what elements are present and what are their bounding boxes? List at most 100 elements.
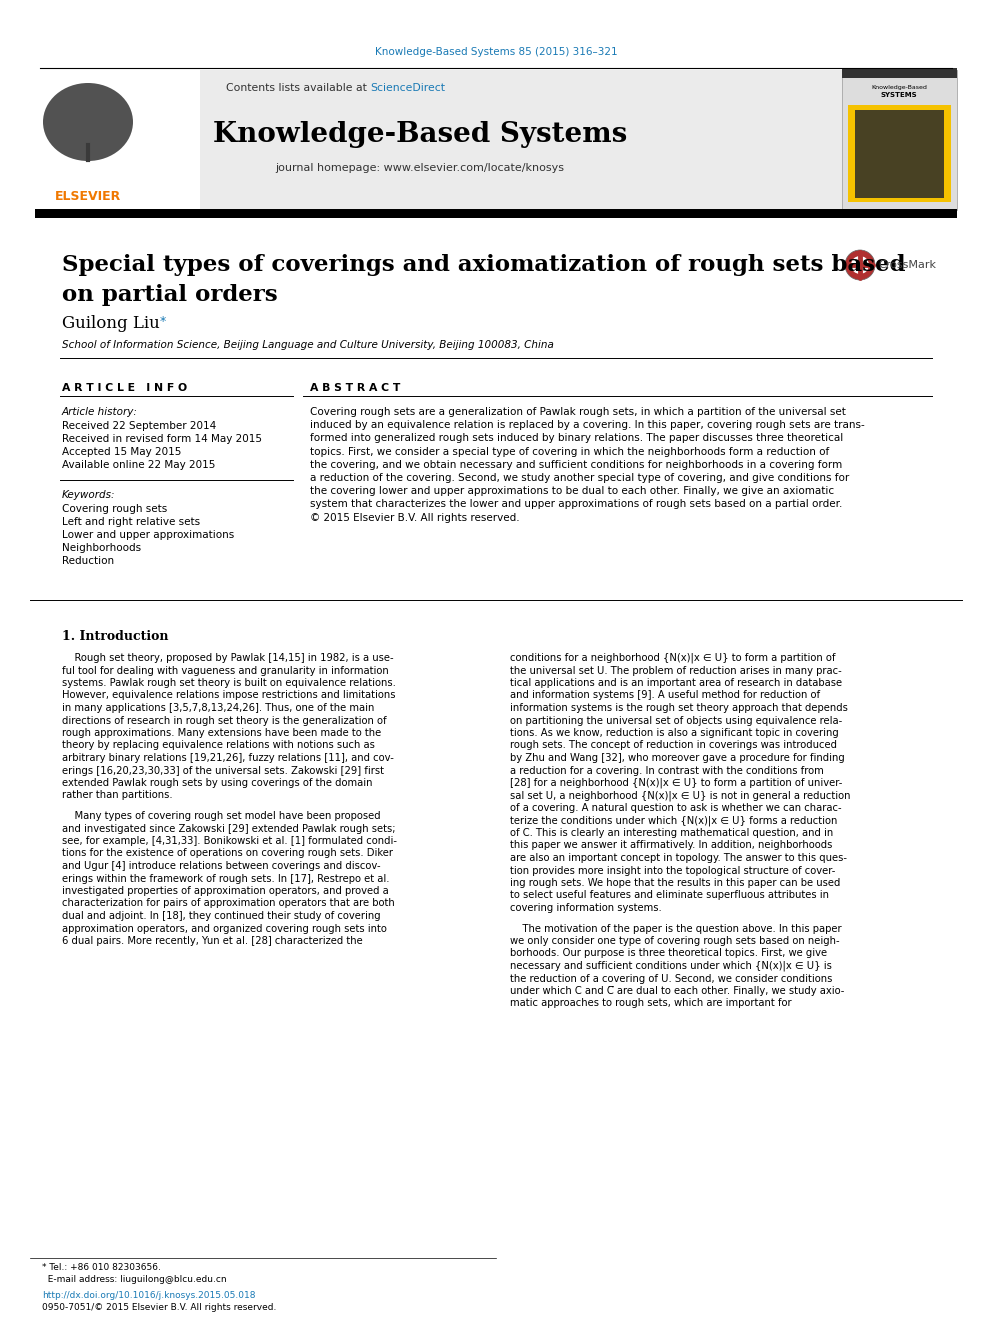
Circle shape [851,255,869,274]
Text: Keywords:: Keywords: [62,490,115,500]
FancyBboxPatch shape [855,110,944,198]
Text: and investigated since Zakowski [29] extended Pawlak rough sets;: and investigated since Zakowski [29] ext… [62,823,396,833]
Text: SYSTEMS: SYSTEMS [881,93,918,98]
Text: matic approaches to rough sets, which are important for: matic approaches to rough sets, which ar… [510,999,792,1008]
Text: ful tool for dealing with vagueness and granularity in information: ful tool for dealing with vagueness and … [62,665,389,676]
Text: and Ugur [4] introduce relations between coverings and discov-: and Ugur [4] introduce relations between… [62,861,381,871]
Text: *: * [160,315,167,328]
Text: Reduction: Reduction [62,556,114,566]
Text: and information systems [9]. A useful method for reduction of: and information systems [9]. A useful me… [510,691,820,700]
Text: borhoods. Our purpose is three theoretical topics. First, we give: borhoods. Our purpose is three theoretic… [510,949,827,958]
Text: dual and adjoint. In [18], they continued their study of covering: dual and adjoint. In [18], they continue… [62,912,381,921]
Text: tical applications and is an important area of research in database: tical applications and is an important a… [510,677,842,688]
Text: rough approximations. Many extensions have been made to the: rough approximations. Many extensions ha… [62,728,381,738]
Text: this paper we answer it affirmatively. In addition, neighborhoods: this paper we answer it affirmatively. I… [510,840,832,851]
Text: The motivation of the paper is the question above. In this paper: The motivation of the paper is the quest… [510,923,841,934]
Text: Special types of coverings and axiomatization of rough sets based: Special types of coverings and axiomatiz… [62,254,906,277]
FancyBboxPatch shape [842,70,957,210]
Text: of C. This is clearly an interesting mathematical question, and in: of C. This is clearly an interesting mat… [510,828,833,837]
FancyBboxPatch shape [35,209,957,218]
Text: directions of research in rough set theory is the generalization of: directions of research in rough set theo… [62,716,387,725]
Text: Received in revised form 14 May 2015: Received in revised form 14 May 2015 [62,434,262,445]
Text: a reduction for a covering. In contrast with the conditions from: a reduction for a covering. In contrast … [510,766,823,775]
Text: erings within the framework of rough sets. In [17], Restrepo et al.: erings within the framework of rough set… [62,873,390,884]
Text: © 2015 Elsevier B.V. All rights reserved.: © 2015 Elsevier B.V. All rights reserved… [310,512,520,523]
Text: of a covering. A natural question to ask is whether we can charac-: of a covering. A natural question to ask… [510,803,841,814]
Text: Accepted 15 May 2015: Accepted 15 May 2015 [62,447,182,456]
Text: Knowledge-Based: Knowledge-Based [871,86,927,90]
Text: Left and right relative sets: Left and right relative sets [62,517,200,527]
Circle shape [845,250,875,280]
Text: tion provides more insight into the topological structure of cover-: tion provides more insight into the topo… [510,865,835,876]
Text: erings [16,20,23,30,33] of the universal sets. Zakowski [29] first: erings [16,20,23,30,33] of the universal… [62,766,384,775]
Text: Rough set theory, proposed by Pawlak [14,15] in 1982, is a use-: Rough set theory, proposed by Pawlak [14… [62,654,394,663]
Text: http://dx.doi.org/10.1016/j.knosys.2015.05.018: http://dx.doi.org/10.1016/j.knosys.2015.… [42,1290,256,1299]
Text: Covering rough sets: Covering rough sets [62,504,168,515]
Text: [28] for a neighborhood {N(x)|x ∈ U} to form a partition of univer-: [28] for a neighborhood {N(x)|x ∈ U} to … [510,778,842,789]
Text: Guilong Liu: Guilong Liu [62,315,160,332]
Text: induced by an equivalence relation is replaced by a covering. In this paper, cov: induced by an equivalence relation is re… [310,421,865,430]
Text: by Zhu and Wang [32], who moreover gave a procedure for finding: by Zhu and Wang [32], who moreover gave … [510,753,845,763]
Ellipse shape [43,83,133,161]
Text: information systems is the rough set theory approach that depends: information systems is the rough set the… [510,703,848,713]
Text: rather than partitions.: rather than partitions. [62,791,173,800]
Text: on partial orders: on partial orders [62,284,278,306]
Text: characterization for pairs of approximation operators that are both: characterization for pairs of approximat… [62,898,395,909]
Text: conditions for a neighborhood {N(x)|x ∈ U} to form a partition of: conditions for a neighborhood {N(x)|x ∈ … [510,652,835,663]
FancyBboxPatch shape [35,70,200,210]
Text: 0950-7051/© 2015 Elsevier B.V. All rights reserved.: 0950-7051/© 2015 Elsevier B.V. All right… [42,1303,277,1312]
Text: covering information systems.: covering information systems. [510,904,662,913]
FancyBboxPatch shape [848,105,951,202]
Text: Knowledge-Based Systems: Knowledge-Based Systems [213,122,627,148]
Text: tions. As we know, reduction is also a significant topic in covering: tions. As we know, reduction is also a s… [510,728,839,738]
Text: systems. Pawlak rough set theory is built on equivalence relations.: systems. Pawlak rough set theory is buil… [62,677,396,688]
Text: E-mail address: liuguilong@blcu.edu.cn: E-mail address: liuguilong@blcu.edu.cn [42,1275,226,1285]
Text: * Tel.: +86 010 82303656.: * Tel.: +86 010 82303656. [42,1263,161,1273]
Text: we only consider one type of covering rough sets based on neigh-: we only consider one type of covering ro… [510,935,839,946]
Text: formed into generalized rough sets induced by binary relations. The paper discus: formed into generalized rough sets induc… [310,434,843,443]
FancyBboxPatch shape [842,67,957,78]
Text: A R T I C L E   I N F O: A R T I C L E I N F O [62,382,187,393]
Text: Article history:: Article history: [62,407,138,417]
Text: ELSEVIER: ELSEVIER [55,189,121,202]
Text: journal homepage: www.elsevier.com/locate/knosys: journal homepage: www.elsevier.com/locat… [276,163,564,173]
Text: on partitioning the universal set of objects using equivalence rela-: on partitioning the universal set of obj… [510,716,842,725]
Text: However, equivalence relations impose restrictions and limitations: However, equivalence relations impose re… [62,691,396,700]
Text: arbitrary binary relations [19,21,26], fuzzy relations [11], and cov-: arbitrary binary relations [19,21,26], f… [62,753,394,763]
Text: ScienceDirect: ScienceDirect [370,83,445,93]
Text: Received 22 September 2014: Received 22 September 2014 [62,421,216,431]
Text: CrossMark: CrossMark [878,261,936,270]
Text: the reduction of a covering of U. Second, we consider conditions: the reduction of a covering of U. Second… [510,974,832,983]
Text: 1. Introduction: 1. Introduction [62,630,169,643]
Text: tions for the existence of operations on covering rough sets. Diker: tions for the existence of operations on… [62,848,393,859]
Text: sal set U, a neighborhood {N(x)|x ∈ U} is not in general a reduction: sal set U, a neighborhood {N(x)|x ∈ U} i… [510,790,850,800]
Text: Many types of covering rough set model have been proposed: Many types of covering rough set model h… [62,811,381,822]
Text: A B S T R A C T: A B S T R A C T [310,382,401,393]
Text: Neighborhoods: Neighborhoods [62,542,141,553]
Text: Knowledge-Based Systems 85 (2015) 316–321: Knowledge-Based Systems 85 (2015) 316–32… [375,48,617,57]
Text: theory by replacing equivalence relations with notions such as: theory by replacing equivalence relation… [62,741,375,750]
Text: topics. First, we consider a special type of covering in which the neighborhoods: topics. First, we consider a special typ… [310,447,829,456]
Text: see, for example, [4,31,33]. Bonikowski et al. [1] formulated condi-: see, for example, [4,31,33]. Bonikowski … [62,836,397,845]
Text: to select useful features and eliminate superfluous attributes in: to select useful features and eliminate … [510,890,829,901]
Text: in many applications [3,5,7,8,13,24,26]. Thus, one of the main: in many applications [3,5,7,8,13,24,26].… [62,703,374,713]
Text: terize the conditions under which {N(x)|x ∈ U} forms a reduction: terize the conditions under which {N(x)|… [510,815,837,826]
Text: Covering rough sets are a generalization of Pawlak rough sets, in which a partit: Covering rough sets are a generalization… [310,407,846,417]
Text: 6 dual pairs. More recently, Yun et al. [28] characterized the: 6 dual pairs. More recently, Yun et al. … [62,935,363,946]
Text: under which C and C̅ are dual to each other. Finally, we study axio-: under which C and C̅ are dual to each ot… [510,986,844,996]
Text: are also an important concept in topology. The answer to this ques-: are also an important concept in topolog… [510,853,847,863]
Text: the covering lower and upper approximations to be dual to each other. Finally, w: the covering lower and upper approximati… [310,486,834,496]
Text: extended Pawlak rough sets by using coverings of the domain: extended Pawlak rough sets by using cove… [62,778,373,789]
Text: approximation operators, and organized covering rough sets into: approximation operators, and organized c… [62,923,387,934]
Text: system that characterizes the lower and upper approximations of rough sets based: system that characterizes the lower and … [310,499,842,509]
FancyBboxPatch shape [35,70,957,210]
Text: the universal set U. The problem of reduction arises in many prac-: the universal set U. The problem of redu… [510,665,842,676]
Text: School of Information Science, Beijing Language and Culture University, Beijing : School of Information Science, Beijing L… [62,340,554,351]
Text: Lower and upper approximations: Lower and upper approximations [62,531,234,540]
Text: Contents lists available at: Contents lists available at [225,83,370,93]
Text: the covering, and we obtain necessary and sufficient conditions for neighborhood: the covering, and we obtain necessary an… [310,460,842,470]
Text: ing rough sets. We hope that the results in this paper can be used: ing rough sets. We hope that the results… [510,878,840,888]
Text: a reduction of the covering. Second, we study another special type of covering, : a reduction of the covering. Second, we … [310,474,849,483]
Text: Available online 22 May 2015: Available online 22 May 2015 [62,460,215,470]
Text: rough sets. The concept of reduction in coverings was introduced: rough sets. The concept of reduction in … [510,741,837,750]
